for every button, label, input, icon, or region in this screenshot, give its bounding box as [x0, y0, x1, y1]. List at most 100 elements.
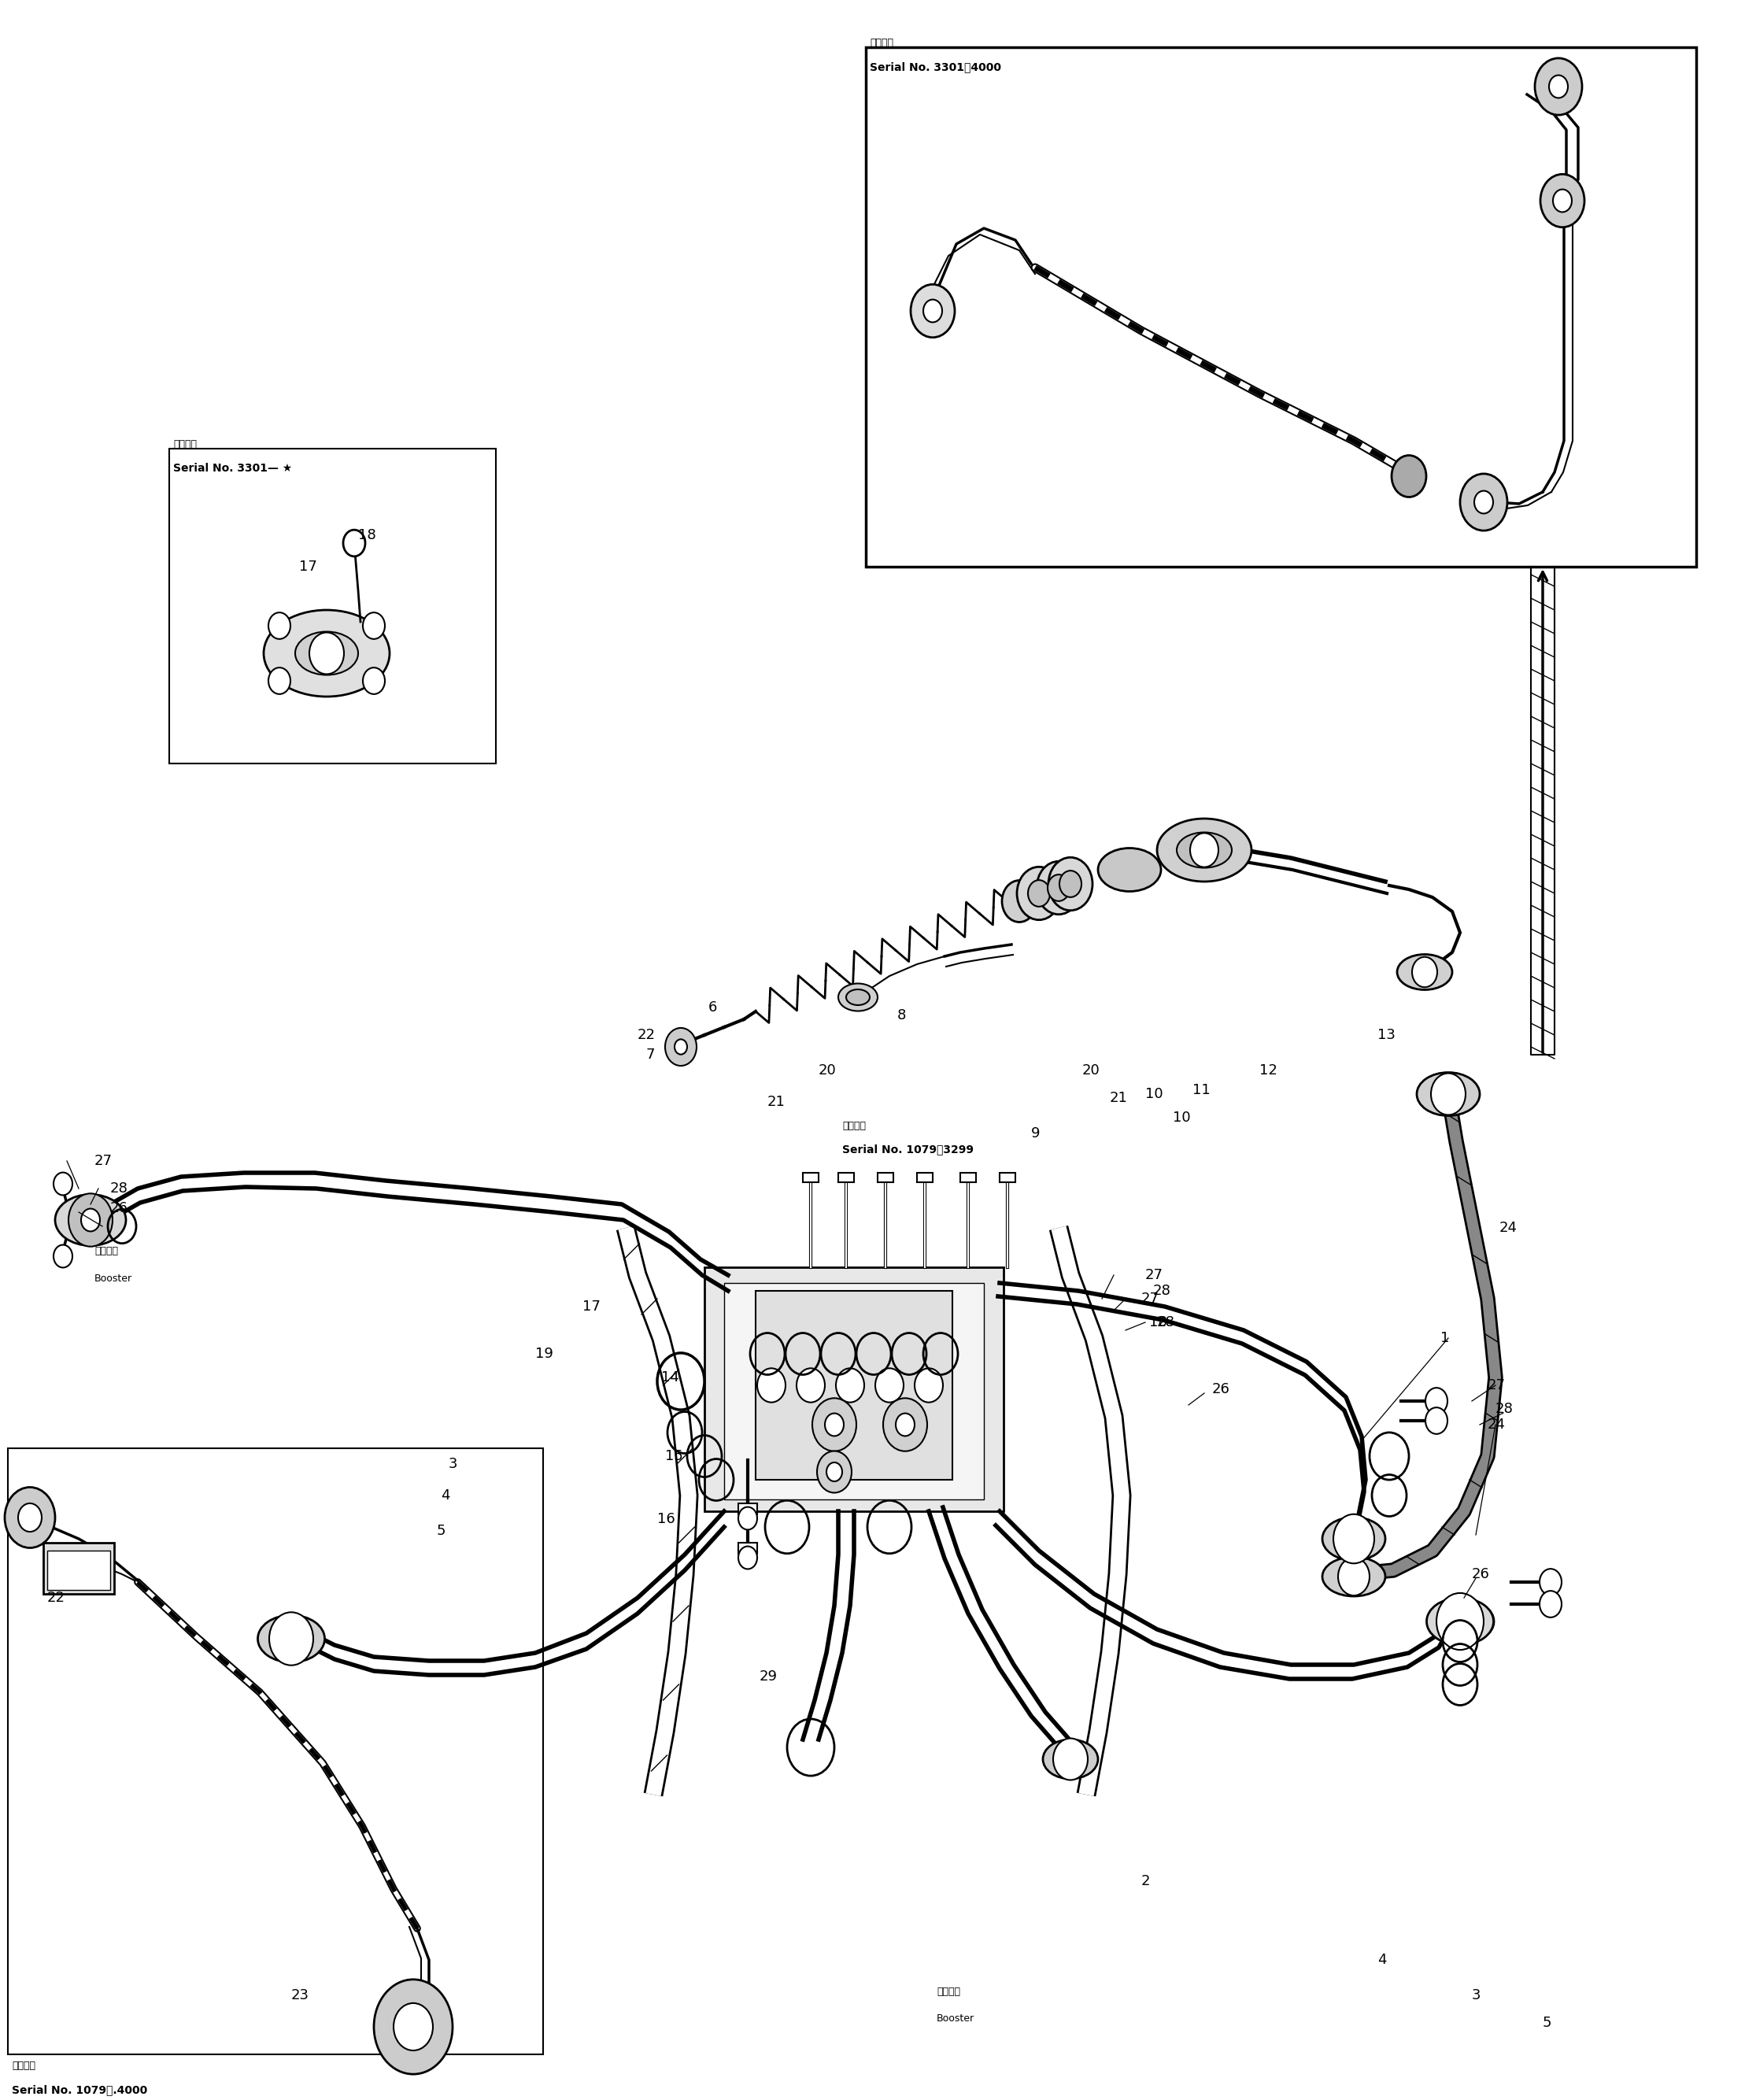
Bar: [1000, 1172, 1016, 1182]
Circle shape: [836, 1369, 864, 1403]
Bar: [169, 449, 496, 764]
Text: 28: 28: [1495, 1403, 1513, 1415]
Circle shape: [895, 1413, 914, 1436]
Text: 4: 4: [1377, 1953, 1387, 1968]
Ellipse shape: [1427, 1598, 1494, 1644]
Text: 8: 8: [897, 1008, 906, 1023]
Bar: [756, 1292, 953, 1480]
Text: Serial No. 3301～4000: Serial No. 3301～4000: [869, 61, 1002, 71]
Circle shape: [373, 1980, 452, 2075]
Circle shape: [817, 1451, 852, 1493]
Text: Serial No. 3301— ★: Serial No. 3301— ★: [173, 462, 291, 475]
Text: 27: 27: [1141, 1292, 1159, 1306]
Circle shape: [825, 1413, 845, 1436]
Ellipse shape: [1398, 953, 1452, 989]
Text: 12: 12: [1260, 1063, 1277, 1077]
Circle shape: [1412, 958, 1438, 987]
Text: 3: 3: [448, 1457, 457, 1472]
Circle shape: [1017, 867, 1061, 920]
Text: Serial No. 1079～3299: Serial No. 1079～3299: [843, 1145, 974, 1155]
Circle shape: [796, 1369, 825, 1403]
Text: 17: 17: [298, 559, 318, 573]
Circle shape: [1541, 174, 1584, 227]
Circle shape: [269, 613, 290, 638]
Text: 18: 18: [358, 527, 375, 542]
Bar: [44, 1544, 113, 1594]
Text: 28: 28: [1153, 1283, 1171, 1298]
Circle shape: [17, 1504, 42, 1531]
Circle shape: [269, 1613, 314, 1665]
Ellipse shape: [1044, 1739, 1098, 1779]
Circle shape: [1054, 1739, 1087, 1781]
Circle shape: [1338, 1558, 1370, 1596]
Text: 29: 29: [759, 1670, 778, 1684]
Text: 26: 26: [110, 1201, 127, 1216]
Text: 14: 14: [661, 1371, 679, 1384]
Circle shape: [827, 1462, 843, 1480]
Circle shape: [1539, 1592, 1562, 1617]
Ellipse shape: [1157, 819, 1251, 882]
Circle shape: [1049, 857, 1092, 911]
Ellipse shape: [1323, 1516, 1386, 1560]
Bar: [705, 1266, 1003, 1512]
Text: Serial No. 1079～.4000: Serial No. 1079～.4000: [12, 2085, 147, 2096]
Circle shape: [1059, 872, 1082, 897]
Circle shape: [911, 284, 955, 338]
Text: 20: 20: [1082, 1063, 1099, 1077]
Circle shape: [1391, 456, 1426, 498]
Text: 10: 10: [1173, 1111, 1190, 1126]
Circle shape: [269, 668, 290, 695]
Bar: [960, 1172, 975, 1182]
Circle shape: [363, 613, 386, 638]
Circle shape: [757, 1369, 785, 1403]
Circle shape: [923, 300, 942, 321]
Circle shape: [1539, 1569, 1562, 1596]
Circle shape: [80, 1210, 99, 1231]
Text: 27: 27: [94, 1153, 113, 1168]
Text: 9: 9: [1031, 1126, 1040, 1140]
Circle shape: [363, 668, 386, 695]
Circle shape: [738, 1508, 757, 1529]
Circle shape: [1333, 1514, 1375, 1562]
Bar: [724, 1283, 984, 1499]
Text: Booster: Booster: [94, 1275, 133, 1285]
Text: 11: 11: [1192, 1084, 1211, 1096]
Ellipse shape: [258, 1615, 325, 1663]
Text: 適用号機: 適用号機: [843, 1121, 866, 1130]
Text: 10: 10: [1145, 1088, 1162, 1100]
Circle shape: [675, 1040, 688, 1054]
Circle shape: [1536, 59, 1583, 116]
Text: 15: 15: [665, 1449, 682, 1464]
Circle shape: [914, 1369, 942, 1403]
Circle shape: [54, 1172, 72, 1195]
Ellipse shape: [263, 609, 389, 697]
Text: 24: 24: [1488, 1418, 1506, 1432]
Bar: [838, 1172, 853, 1182]
Text: 5: 5: [436, 1525, 447, 1537]
Text: 5: 5: [1543, 2016, 1551, 2031]
Ellipse shape: [1176, 832, 1232, 867]
Circle shape: [1426, 1388, 1447, 1413]
Text: 27: 27: [1145, 1268, 1164, 1283]
Text: 26: 26: [1471, 1567, 1490, 1581]
Circle shape: [68, 1193, 113, 1247]
Ellipse shape: [56, 1195, 126, 1245]
Bar: [878, 1172, 893, 1182]
Ellipse shape: [1417, 1073, 1480, 1115]
Ellipse shape: [846, 989, 869, 1006]
Bar: [738, 1544, 757, 1554]
Circle shape: [1426, 1407, 1447, 1434]
Text: 22: 22: [637, 1029, 656, 1042]
Bar: [803, 1172, 818, 1182]
Text: 2: 2: [1141, 1873, 1150, 1888]
Circle shape: [54, 1245, 72, 1268]
Text: 4: 4: [441, 1489, 450, 1504]
Text: 22: 22: [47, 1590, 65, 1604]
Text: 19: 19: [536, 1346, 553, 1361]
Circle shape: [1047, 874, 1070, 901]
Text: 20: 20: [818, 1063, 836, 1077]
Circle shape: [665, 1027, 696, 1067]
Text: 6: 6: [708, 1000, 717, 1014]
Text: 16: 16: [658, 1512, 675, 1527]
Text: Booster: Booster: [937, 2014, 974, 2024]
